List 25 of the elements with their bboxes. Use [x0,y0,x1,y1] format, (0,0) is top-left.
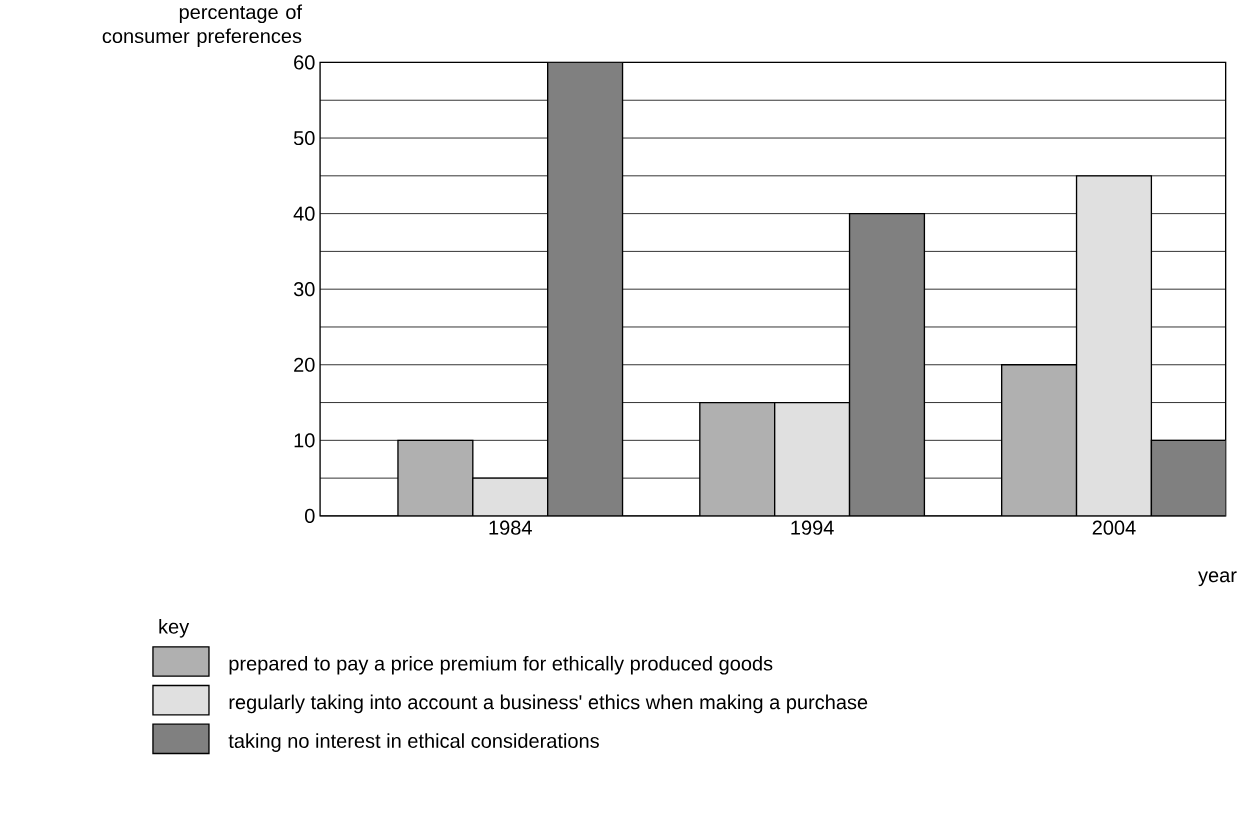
x-tick-label: 1994 [791,520,834,535]
y-tick-label: 60 [294,55,315,70]
legend-title: key [159,618,190,638]
y-tick-label: 0 [305,508,315,523]
bar [848,212,926,516]
legend-label: prepared to pay a price premium for ethically produced goods [229,655,773,675]
y-tick-label: 20 [294,357,315,372]
y-tick-label: 10 [294,433,315,448]
x-axis-title: year [1198,571,1237,587]
bar [397,439,474,516]
bar [1075,175,1153,516]
y-tick-label: 30 [293,281,315,297]
legend-label: regularly taking into account a business' ethics when making a purchase [229,694,868,714]
y-tick-label: 50 [293,130,315,145]
bar [1001,363,1078,516]
x-tick-label: 1984 [489,520,532,535]
bar [472,477,549,516]
bar [699,401,776,516]
bar [547,62,624,516]
bar [1150,439,1226,516]
x-tick-label: 2004 [1092,520,1136,535]
bar [774,401,851,516]
y-tick-label: 40 [293,206,315,221]
y-axis-title: percentage of consumer preferences [102,4,303,47]
legend-label: taking no interest in ethical considerations [228,733,599,752]
